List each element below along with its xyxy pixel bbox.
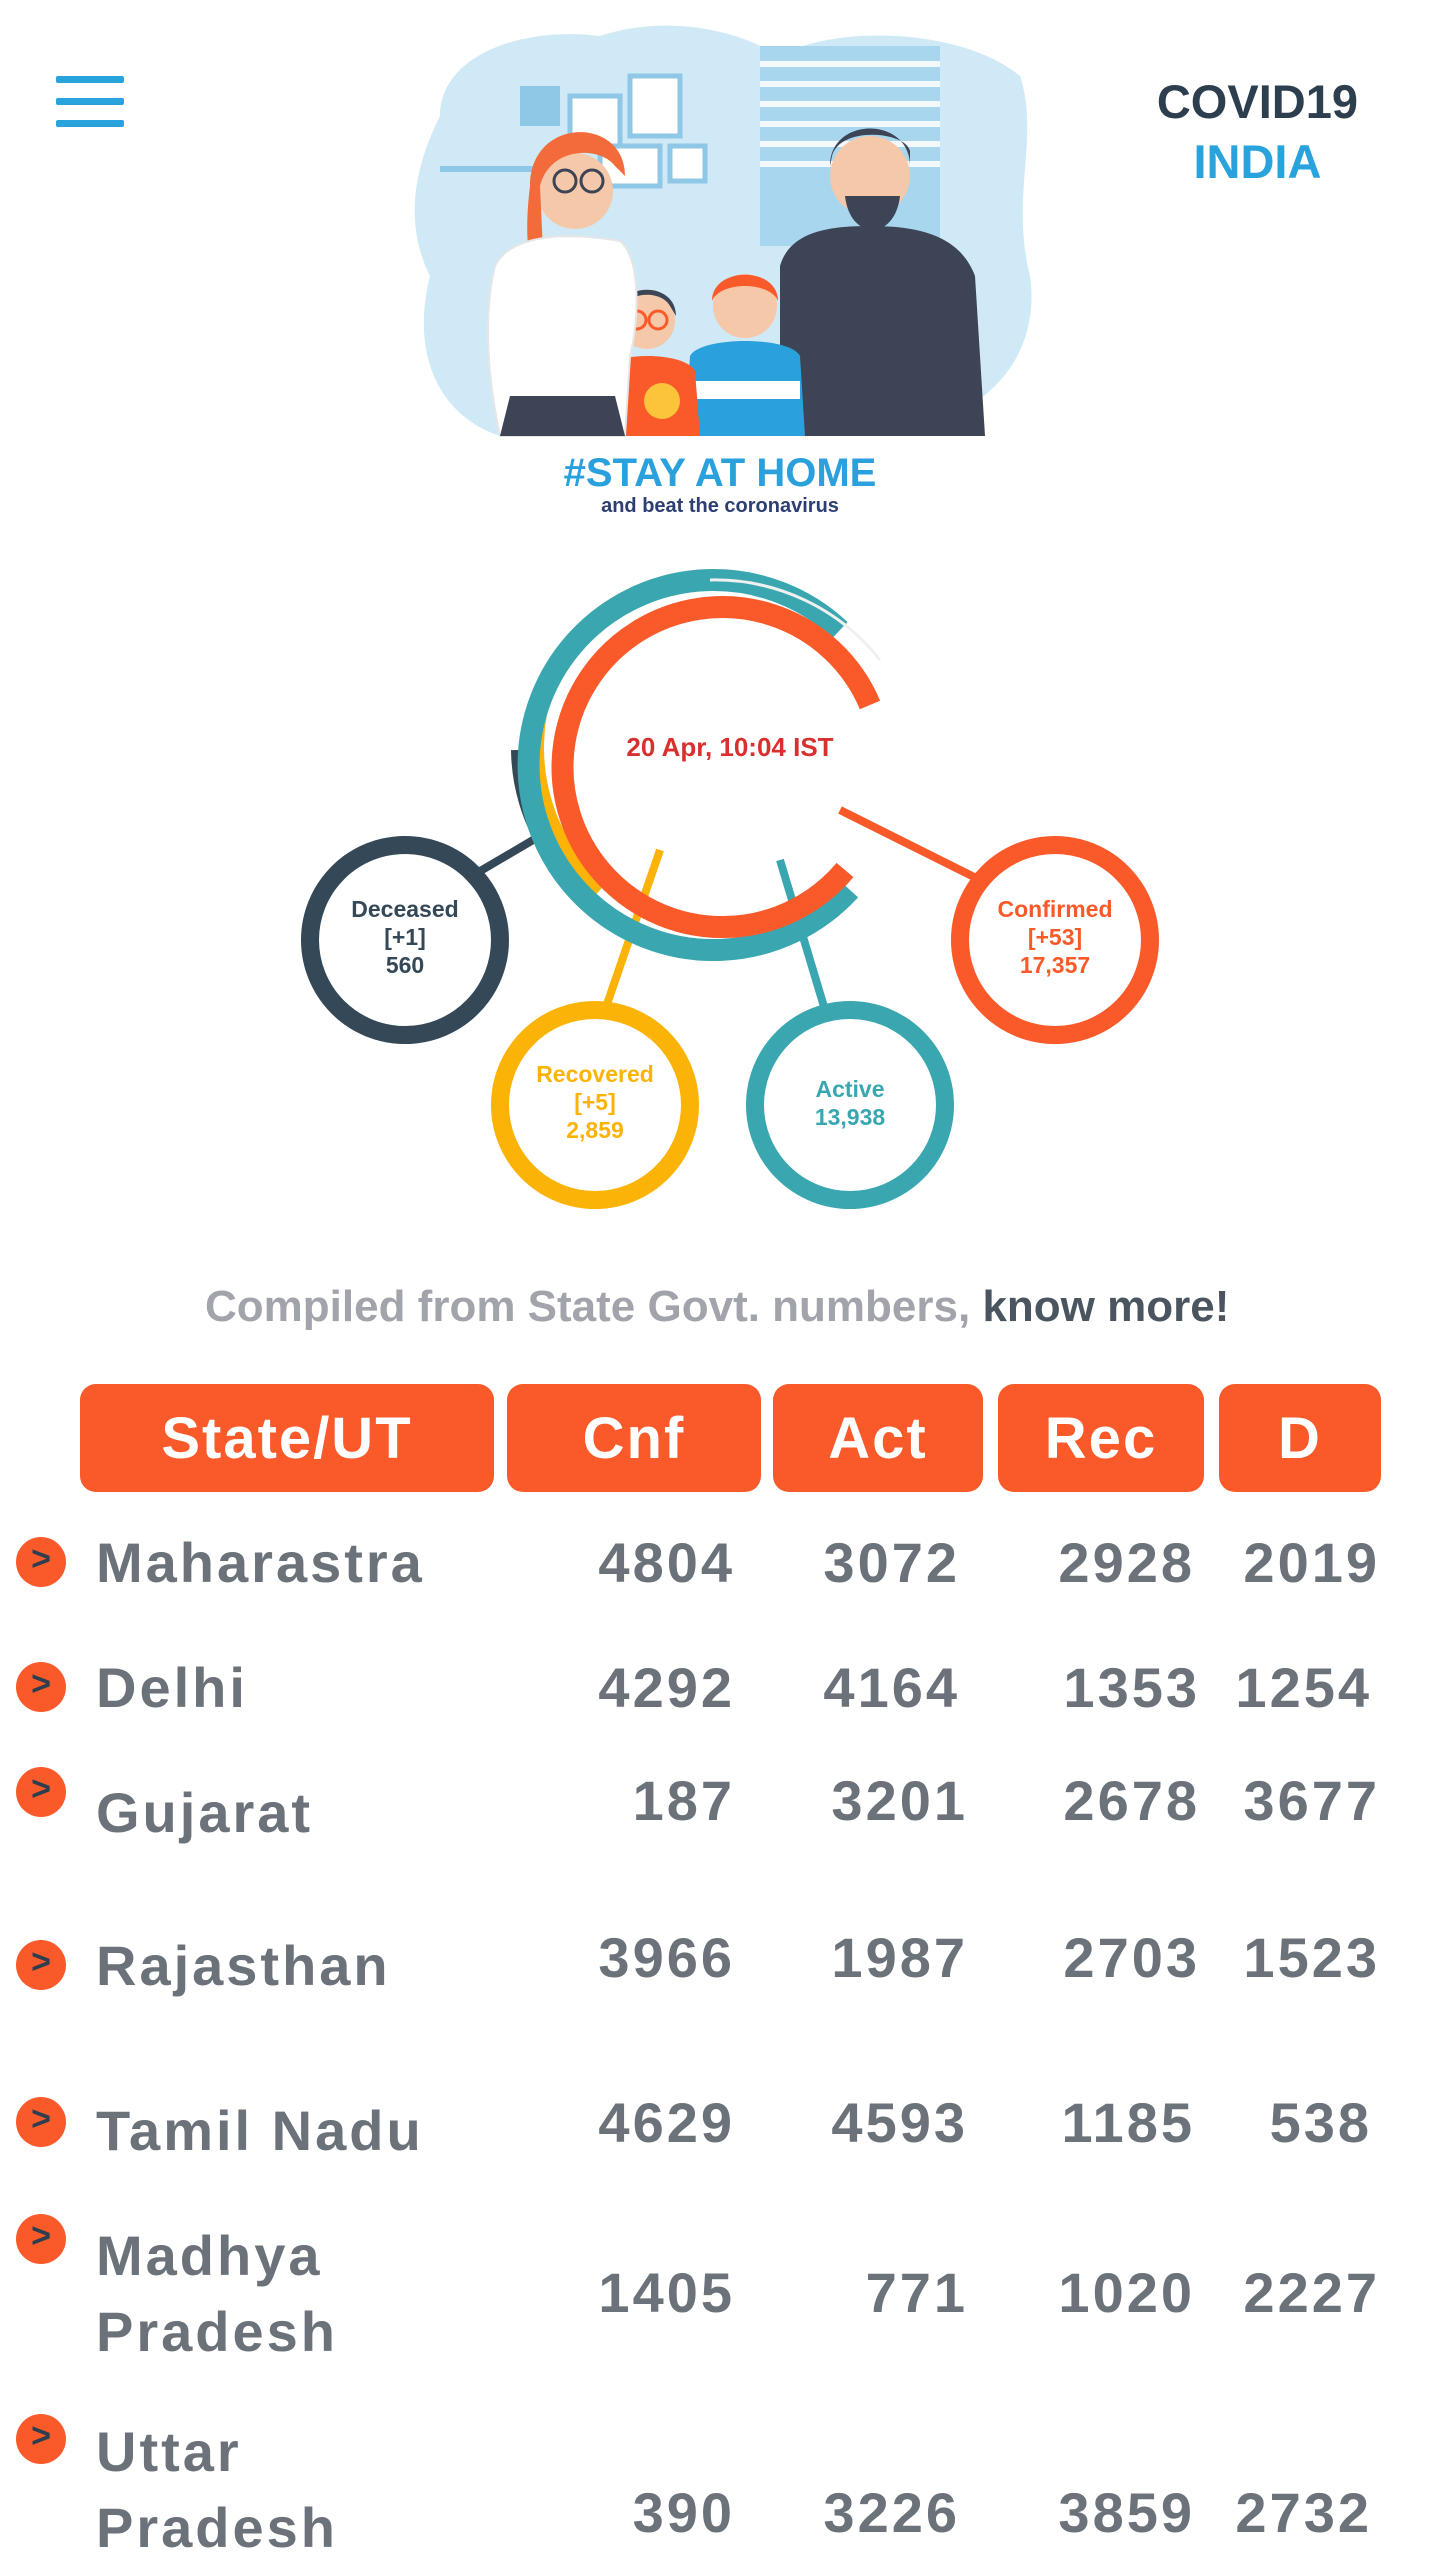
- state-name[interactable]: Delhi: [96, 1656, 248, 1719]
- cell-confirmed: 187: [632, 1769, 735, 1832]
- confirmed-stat: Confirmed [+53] 17,357: [970, 895, 1140, 979]
- brand-line-india: INDIA: [1193, 135, 1322, 188]
- cell-recovered: 1020: [1058, 2261, 1195, 2324]
- table-row[interactable]: > Delhi 4292 4164 1353 1254: [0, 1650, 1440, 1740]
- header-recovered[interactable]: Rec: [998, 1384, 1204, 1492]
- cell-active: 3226: [823, 2481, 960, 2544]
- confirmed-delta: [+53]: [1027, 924, 1083, 950]
- stay-home-illustration: #STAY AT HOME and beat the coronavirus: [414, 25, 1032, 516]
- active-value: 13,938: [814, 1104, 886, 1130]
- hero-headline: #STAY AT HOME: [564, 451, 877, 495]
- cell-active: 3201: [831, 1769, 968, 1832]
- state-name[interactable]: Maharastra: [96, 1531, 425, 1594]
- hamburger-menu-icon[interactable]: [52, 72, 128, 132]
- expand-arrow-icon[interactable]: >: [16, 1537, 66, 1587]
- cell-confirmed: 4292: [598, 1656, 735, 1719]
- recovered-value: 2,859: [566, 1117, 624, 1143]
- table-row[interactable]: > Maharastra 4804 3072 2928 2019: [0, 1525, 1440, 1615]
- hero-subline: and beat the coronavirus: [601, 495, 839, 516]
- expand-arrow-icon[interactable]: >: [16, 1940, 66, 1990]
- header-active[interactable]: Act: [773, 1384, 983, 1492]
- cell-active: 3072: [823, 1531, 960, 1594]
- active-stat: Active 13,938: [765, 1075, 935, 1131]
- cell-deceased: 2732: [1235, 2481, 1372, 2544]
- header-deceased[interactable]: D: [1219, 1384, 1381, 1492]
- confirmed-value: 17,357: [1019, 952, 1091, 978]
- cell-recovered: 2703: [1063, 1926, 1200, 1989]
- expand-arrow-icon[interactable]: >: [16, 2214, 66, 2264]
- expand-arrow-icon[interactable]: >: [16, 1662, 66, 1712]
- confirmed-label: Confirmed: [997, 896, 1113, 922]
- state-name[interactable]: Rajasthan: [96, 1934, 391, 1997]
- active-label: Active: [815, 1076, 885, 1102]
- app-brand: COVID19 INDIA: [1157, 72, 1358, 192]
- confirmed-ring: [951, 836, 1159, 1044]
- cell-confirmed: 390: [632, 2481, 735, 2544]
- cell-deceased: 538: [1269, 2091, 1372, 2154]
- deceased-ring: [301, 836, 509, 1044]
- table-row[interactable]: > Uttar Pradesh 390 3226 3859 2732: [0, 2410, 1440, 2560]
- stats-dashboard: 20 Apr, 10:04 IST Deceased [+1] 560 Reco…: [280, 550, 1180, 1230]
- cell-deceased: 2019: [1243, 1531, 1380, 1594]
- cell-deceased: 1254: [1235, 1656, 1372, 1719]
- deceased-label: Deceased: [351, 896, 459, 922]
- cell-confirmed: 4629: [598, 2091, 735, 2154]
- recovered-delta: [+5]: [574, 1089, 616, 1115]
- recovered-stat: Recovered [+5] 2,859: [510, 1060, 680, 1144]
- state-name[interactable]: Gujarat: [96, 1781, 314, 1844]
- table-row[interactable]: > Tamil Nadu 4629 4593 1185 538: [0, 2085, 1440, 2195]
- source-note: Compiled from State Govt. numbers, know …: [205, 1282, 1229, 1332]
- cell-recovered: 1185: [1061, 2091, 1195, 2154]
- expand-arrow-icon[interactable]: >: [16, 2097, 66, 2147]
- cell-active: 771: [865, 2261, 968, 2324]
- cell-active: 1987: [831, 1926, 968, 1989]
- deceased-delta: [+1]: [384, 924, 426, 950]
- table-row[interactable]: > Rajasthan 3966 1987 2703 1523: [0, 1920, 1440, 2030]
- know-more-link[interactable]: know more!: [982, 1282, 1230, 1331]
- active-ring: [746, 1001, 954, 1209]
- recovered-label: Recovered: [536, 1061, 654, 1087]
- header-confirmed[interactable]: Cnf: [507, 1384, 761, 1492]
- table-row[interactable]: > Gujarat 187 3201 2678 3677: [0, 1765, 1440, 1875]
- cell-recovered: 2678: [1063, 1769, 1200, 1832]
- cell-recovered: 3859: [1058, 2481, 1195, 2544]
- cell-recovered: 1353: [1063, 1656, 1200, 1719]
- cell-confirmed: 4804: [598, 1531, 735, 1594]
- table-row[interactable]: > Madhya Pradesh 1405 771 1020 2227: [0, 2210, 1440, 2370]
- dashboard-timestamp: 20 Apr, 10:04 IST: [626, 732, 834, 762]
- expand-arrow-icon[interactable]: >: [16, 1767, 66, 1817]
- cell-confirmed: 3966: [598, 1926, 735, 1989]
- header-state[interactable]: State/UT: [80, 1384, 494, 1492]
- cell-active: 4164: [823, 1656, 960, 1719]
- cell-deceased: 3677: [1243, 1769, 1380, 1832]
- cell-active: 4593: [831, 2091, 968, 2154]
- cell-recovered: 2928: [1058, 1531, 1195, 1594]
- expand-arrow-icon[interactable]: >: [16, 2414, 66, 2464]
- state-name[interactable]: Tamil Nadu: [96, 2099, 424, 2162]
- source-note-text: Compiled from State Govt. numbers,: [205, 1282, 983, 1331]
- cell-deceased: 2227: [1243, 2261, 1380, 2324]
- cell-deceased: 1523: [1243, 1926, 1380, 1989]
- recovered-ring: [491, 1001, 699, 1209]
- brand-line-covid19: COVID19: [1156, 75, 1358, 128]
- cell-confirmed: 1405: [598, 2261, 735, 2324]
- state-name[interactable]: Uttar Pradesh: [96, 2420, 338, 2559]
- state-name[interactable]: Madhya Pradesh: [96, 2224, 338, 2363]
- deceased-stat: Deceased [+1] 560: [320, 895, 490, 979]
- deceased-value: 560: [385, 952, 425, 978]
